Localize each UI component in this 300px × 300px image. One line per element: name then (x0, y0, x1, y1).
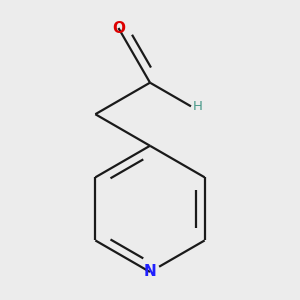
Text: O: O (112, 20, 125, 35)
Text: H: H (193, 100, 203, 113)
Text: N: N (144, 265, 156, 280)
